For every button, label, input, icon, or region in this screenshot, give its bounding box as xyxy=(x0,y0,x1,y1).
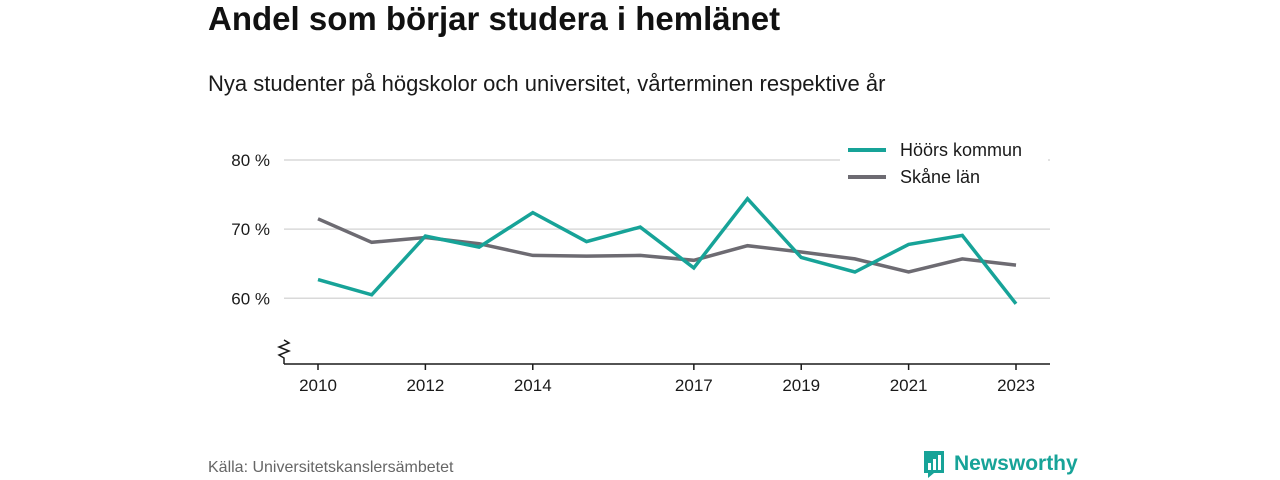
x-tick-label: 2014 xyxy=(514,376,552,395)
line-chart: 60 % 70 % 80 % 2010 2012 2014 2017 2019 2021 2023… xyxy=(231,138,1050,395)
source-note: Källa: Universitetskanslersämbetet xyxy=(208,459,454,476)
y-tick-label: 70 % xyxy=(231,220,270,239)
x-tick-label: 2021 xyxy=(890,376,928,395)
newsworthy-logo-icon xyxy=(924,451,944,478)
axes: 60 % 70 % 80 % 2010 2012 2014 2017 2019 2021 2023 xyxy=(231,151,1050,395)
y-tick-label: 60 % xyxy=(231,289,270,308)
x-tick-label: 2023 xyxy=(997,376,1035,395)
x-tick-label: 2019 xyxy=(782,376,820,395)
brand-name: Newsworthy xyxy=(954,452,1078,475)
chart-subtitle: Nya studenter på högskolor och universit… xyxy=(208,71,886,96)
legend-label: Höörs kommun xyxy=(900,140,1022,160)
brand-logo: Newsworthy xyxy=(922,449,1078,479)
x-tick-label: 2012 xyxy=(406,376,444,395)
chart-title: Andel som börjar studera i hemlänet xyxy=(208,0,781,37)
series-lines xyxy=(317,195,1018,305)
legend-label: Skåne län xyxy=(900,167,980,187)
axis-break-icon xyxy=(276,339,292,364)
x-tick-label: 2017 xyxy=(675,376,713,395)
x-tick-label: 2010 xyxy=(299,376,337,395)
series-line-höörs-kommun xyxy=(317,195,1018,305)
legend: Höörs kommun Skåne län xyxy=(840,138,1048,189)
y-tick-label: 80 % xyxy=(231,151,270,170)
